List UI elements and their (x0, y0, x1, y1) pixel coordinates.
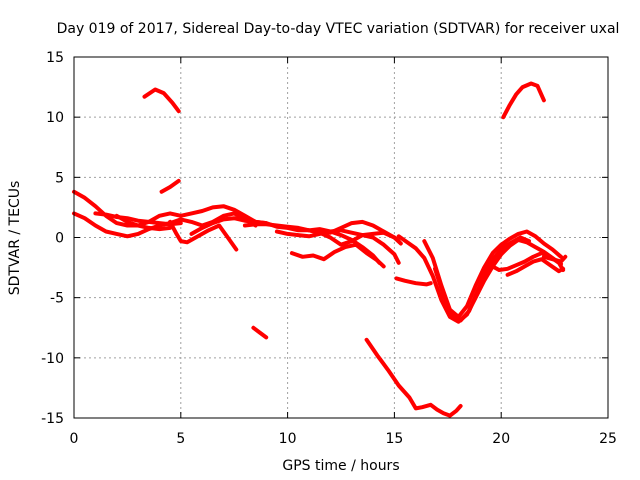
y-tick-label: -5 (50, 291, 64, 307)
series-arc-12 (307, 228, 401, 265)
x-tick-label: 10 (279, 431, 297, 447)
y-axis-label: SDTVAR / TECUs (7, 181, 23, 296)
x-axis-label: GPS time / hours (282, 458, 399, 474)
series-arc-15 (394, 276, 433, 287)
grid (74, 57, 608, 418)
x-tick-label: 15 (385, 431, 403, 447)
chart-title: Day 019 of 2017, Sidereal Day-to-day VTE… (57, 21, 620, 37)
x-tick-label: 20 (492, 431, 510, 447)
series-arc-13 (251, 325, 269, 340)
series-arc-6 (159, 178, 181, 194)
x-tick-label: 0 (70, 431, 79, 447)
series-arc-3 (93, 211, 183, 227)
series-arc-7 (168, 219, 239, 252)
x-tick-label: 5 (176, 431, 185, 447)
series-arc-4 (114, 213, 173, 232)
y-tick-label: 5 (55, 170, 64, 186)
series-arc-14 (364, 337, 463, 418)
y-tick-label: -10 (41, 351, 64, 367)
series-arc-10 (274, 228, 403, 246)
axis-ticks: 0 5 10 15 20 25 -15 -10 -5 0 5 10 15 (41, 50, 617, 447)
series-arc-18 (433, 235, 531, 323)
series-arc-20 (505, 257, 566, 277)
y-tick-label: 15 (46, 50, 64, 66)
x-tick-label: 25 (599, 431, 617, 447)
y-tick-label: -15 (41, 411, 64, 427)
series-arc-11 (289, 242, 386, 269)
series-arc-5 (142, 87, 181, 114)
y-tick-label: 10 (46, 110, 64, 126)
series-arc-22 (541, 254, 568, 264)
data-series (72, 81, 568, 418)
y-tick-label: 0 (55, 231, 64, 247)
series-arc-21 (501, 81, 546, 120)
